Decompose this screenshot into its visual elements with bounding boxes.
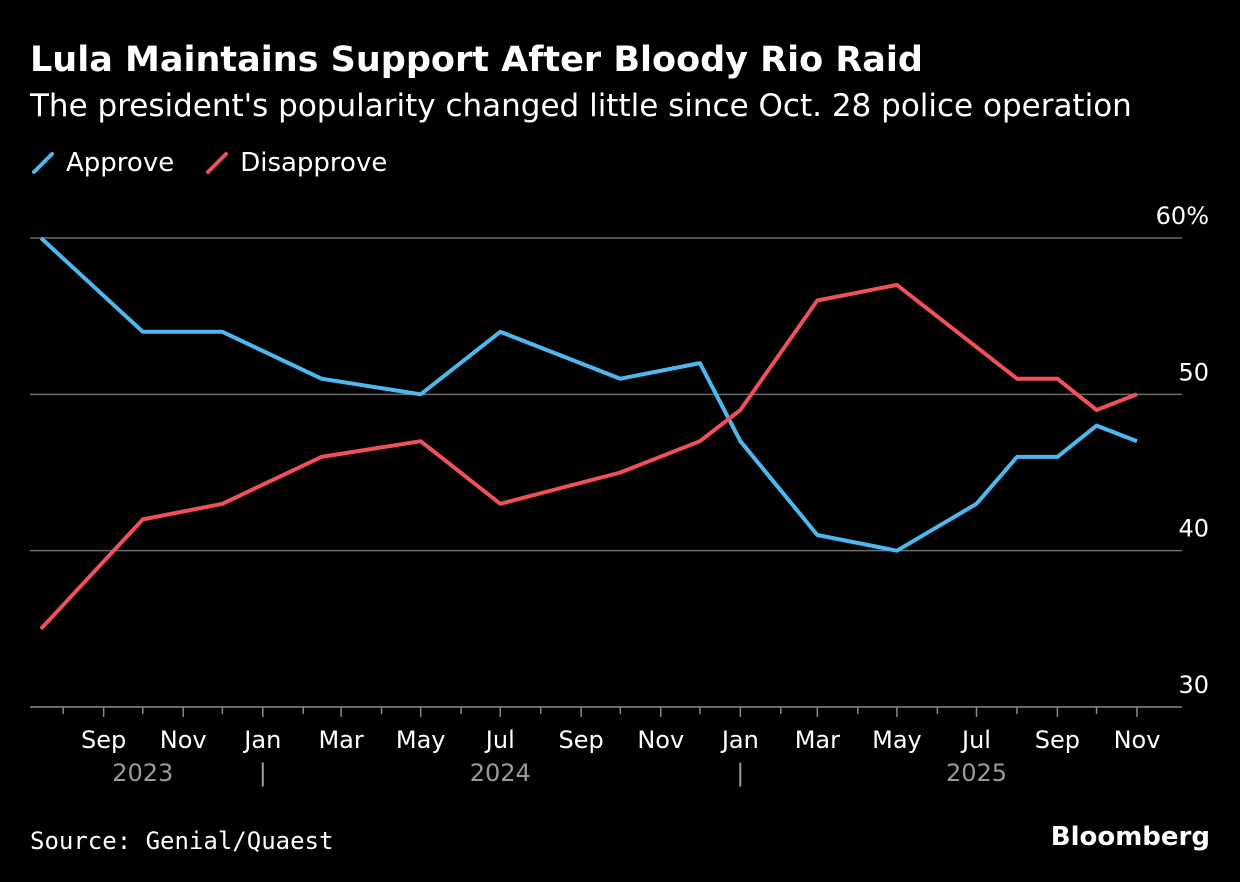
year-label-2024: 2024 (470, 759, 531, 787)
legend-item-disapprove: Disapprove (204, 148, 387, 178)
chart-subtitle: The president's popularity changed littl… (30, 88, 1132, 124)
year-divider: | (259, 759, 267, 787)
year-label-2023: 2023 (112, 759, 173, 787)
x-tick-label: Sep (1035, 726, 1080, 754)
x-tick-label: Mar (795, 726, 840, 754)
series-line-approve (39, 236, 1138, 553)
x-tick-label: Jan (242, 726, 281, 754)
bloomberg-logo: Bloomberg (1050, 822, 1210, 852)
x-tick-label: Sep (559, 726, 604, 754)
y-tick-label-30: 30 (1178, 671, 1209, 699)
y-tick-label-50: 50 (1178, 358, 1209, 386)
legend-swatch-disapprove (206, 152, 229, 174)
legend: Approve Disapprove (30, 148, 417, 178)
series-line-disapprove (39, 282, 1138, 631)
y-tick-label-40: 40 (1178, 515, 1209, 543)
x-tick-label: Jan (720, 726, 759, 754)
legend-label-disapprove: Disapprove (240, 148, 388, 178)
x-tick-label: May (396, 726, 446, 754)
chart-title: Lula Maintains Support After Bloody Rio … (30, 40, 923, 80)
legend-swatch-approve (32, 152, 54, 174)
x-tick-label: Nov (1114, 726, 1161, 754)
legend-item-approve: Approve (30, 148, 174, 178)
x-tick-label: Nov (637, 726, 684, 754)
x-tick-label: Jul (484, 726, 515, 754)
x-tick-label: Mar (318, 726, 363, 754)
x-tick-label: Jul (960, 726, 991, 754)
year-divider: | (736, 759, 744, 787)
source-note: Source: Genial/Quaest (30, 827, 334, 855)
x-tick-label: Sep (81, 726, 126, 754)
x-tick-label: May (872, 726, 922, 754)
y-tick-label-60: 60% (1156, 202, 1209, 230)
x-tick-label: Nov (160, 726, 207, 754)
year-label-2025: 2025 (946, 759, 1007, 787)
legend-label-approve: Approve (66, 148, 175, 178)
